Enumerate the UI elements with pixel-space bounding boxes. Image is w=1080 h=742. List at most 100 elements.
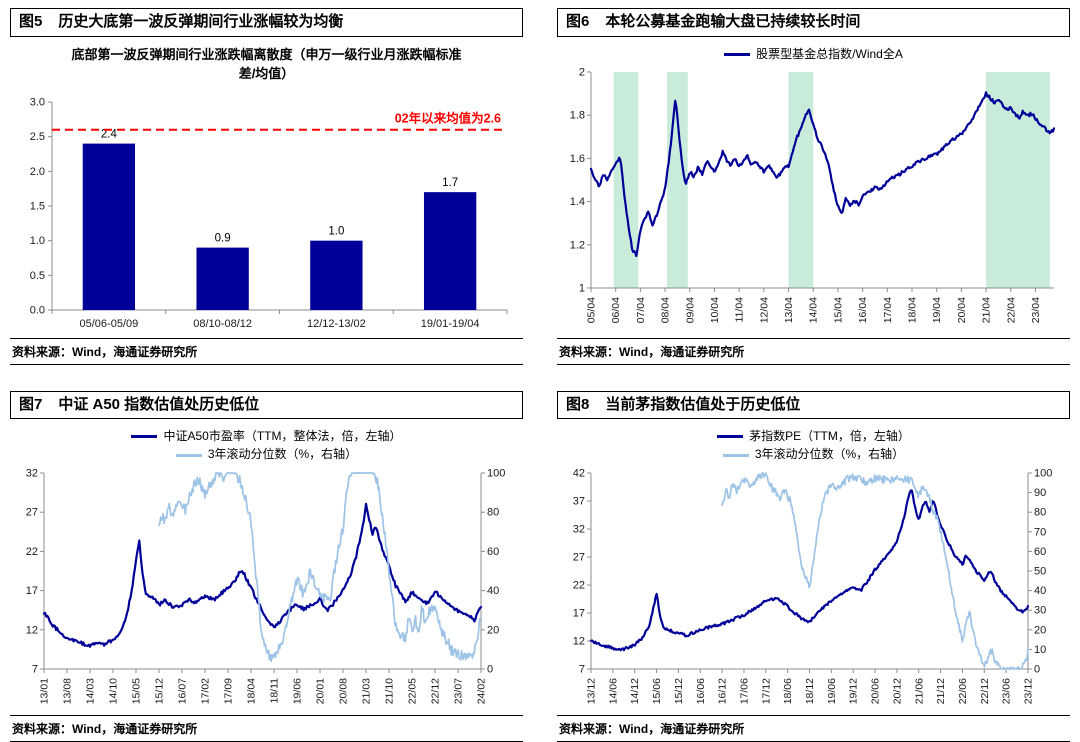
legend-line-sample [722, 453, 749, 457]
svg-text:18/06: 18/06 [782, 678, 794, 704]
figure6-header: 图6 本轮公募基金跑输大盘已持续较长时间 [557, 8, 1070, 37]
svg-text:22/12: 22/12 [979, 678, 991, 704]
plot-series [42, 471, 483, 662]
figure8-source: 资料来源：Wind，海通证券研究所 [557, 714, 1070, 742]
svg-text:16/07: 16/07 [177, 678, 189, 704]
svg-text:80: 80 [487, 506, 499, 518]
svg-text:09/04: 09/04 [684, 297, 696, 323]
series-line-0 [589, 91, 1056, 257]
svg-text:100: 100 [1034, 467, 1052, 479]
svg-text:20/06: 20/06 [870, 678, 882, 704]
svg-text:23/06: 23/06 [1001, 678, 1013, 704]
series-line-0 [589, 489, 1030, 652]
svg-text:22/12: 22/12 [430, 678, 442, 704]
x-axis-ticks: 05/06-05/09 08/10-08/12 12/12-13/02 19/01-1… [51, 309, 508, 330]
svg-text:15/12: 15/12 [154, 678, 166, 704]
svg-text:42: 42 [573, 467, 585, 479]
svg-text:18/04: 18/04 [246, 678, 258, 704]
svg-text:37: 37 [573, 495, 585, 507]
svg-text:60: 60 [487, 546, 499, 558]
bar-08/10-08/12 [196, 247, 249, 310]
legend-item: 3年滚动分位数（%，右轴） [722, 446, 904, 463]
series-line-1 [721, 471, 1029, 670]
figure7-header: 图7 中证 A50 指数估值处历史低位 [10, 390, 523, 419]
right-axis-ticks: 0 10 20 30 40 50 60 70 80 90 100 [1028, 467, 1052, 675]
svg-text:22: 22 [26, 546, 38, 558]
svg-text:10: 10 [1034, 644, 1046, 656]
mean-line-label: 02年以来均值为2.6 [395, 110, 501, 125]
figure8-chart-area: 茅指数PE（TTM，倍，左轴） 3年滚动分位数（%，右轴） 7 12 17 22 27 32… [557, 419, 1070, 715]
svg-text:12/04: 12/04 [758, 297, 770, 323]
svg-text:05/06-05/09: 05/06-05/09 [80, 318, 139, 330]
svg-text:0.0: 0.0 [30, 304, 45, 316]
svg-text:40: 40 [1034, 585, 1046, 597]
figure-panel-5: 图5 历史大底第一波反弹期间行业涨幅较为均衡 底部第一波反弹期间行业涨跌幅离散度（… [10, 8, 523, 365]
svg-text:19/04: 19/04 [931, 297, 943, 323]
svg-text:1.0: 1.0 [30, 235, 45, 247]
svg-text:14/12: 14/12 [629, 678, 641, 704]
figure7-tag: 图7 [19, 395, 43, 413]
figure8-header: 图8 当前茅指数估值处于历史低位 [557, 390, 1070, 419]
svg-text:21/10: 21/10 [384, 678, 396, 704]
x-axis-ticks: 13/01 13/08 14/03 14/10 15/05 15/12 16/07 17/02… [39, 668, 488, 704]
highlight-band [986, 71, 1050, 288]
legend-item: 3年滚动分位数（%，右轴） [175, 446, 358, 463]
svg-text:17/02: 17/02 [200, 678, 212, 704]
svg-text:17/04: 17/04 [882, 297, 894, 323]
figure7-title: 中证 A50 指数估值处历史低位 [58, 395, 260, 413]
svg-text:0.5: 0.5 [30, 269, 45, 281]
figure6-line-chart: 1 1.2 1.4 1.6 1.8 2 05/04 06/04 07/04 08/04 09/04 1… [570, 66, 1056, 323]
svg-text:17/09: 17/09 [223, 678, 235, 704]
figure5-chart-area: 底部第一波反弹期间行业涨跌幅离散度（申万一级行业月涨跌幅标准差/均值） 0.0 0… [10, 37, 523, 338]
svg-text:08/10-08/12: 08/10-08/12 [193, 318, 252, 330]
svg-text:19/12: 19/12 [848, 678, 860, 704]
svg-text:22/04: 22/04 [1005, 297, 1017, 323]
svg-text:13/01: 13/01 [39, 678, 51, 704]
bar-value-label: 1.0 [328, 225, 344, 237]
svg-text:14/10: 14/10 [108, 678, 120, 704]
svg-text:2.5: 2.5 [30, 131, 45, 143]
svg-text:40: 40 [487, 585, 499, 597]
svg-text:18/12: 18/12 [804, 678, 816, 704]
svg-text:07/04: 07/04 [635, 297, 647, 323]
svg-text:7: 7 [32, 663, 38, 675]
svg-text:13/08: 13/08 [62, 678, 74, 704]
svg-text:16/06: 16/06 [695, 678, 707, 704]
legend-item: 股票型基金总指数/Wind全A [724, 46, 903, 63]
figure5-source: 资料来源：Wind，海通证券研究所 [10, 337, 523, 365]
svg-text:08/04: 08/04 [660, 297, 672, 323]
svg-text:12: 12 [573, 635, 585, 647]
svg-text:1.5: 1.5 [30, 200, 45, 212]
figure5-header: 图5 历史大底第一波反弹期间行业涨幅较为均衡 [10, 8, 523, 37]
svg-text:17: 17 [573, 607, 585, 619]
svg-text:80: 80 [1034, 506, 1046, 518]
svg-text:32: 32 [26, 467, 38, 479]
svg-text:23/12: 23/12 [1023, 678, 1035, 704]
x-axis-ticks: 13/12 14/06 14/12 15/06 15/12 16/06 16/12 17/06… [586, 668, 1035, 704]
svg-text:21/06: 21/06 [913, 678, 925, 704]
svg-text:13/12: 13/12 [586, 678, 598, 704]
figure6-source: 资料来源：Wind，海通证券研究所 [557, 337, 1070, 365]
right-axis-ticks: 0 20 40 60 80 100 [481, 467, 505, 675]
svg-text:2: 2 [579, 66, 585, 78]
figure8-legend: 茅指数PE（TTM，倍，左轴） 3年滚动分位数（%，右轴） [557, 428, 1070, 464]
figure8-line-chart: 7 12 17 22 27 32 37 42 0 10 20 30 40 50 60 70 80 90 100 13/… [573, 467, 1053, 704]
highlight-bands [613, 71, 1050, 288]
svg-text:23/04: 23/04 [1030, 297, 1042, 323]
svg-text:19/01-19/04: 19/01-19/04 [421, 318, 480, 330]
legend-label: 3年滚动分位数（%，右轴） [207, 447, 358, 462]
svg-text:70: 70 [1034, 526, 1046, 538]
figure7-source: 资料来源：Wind，海通证券研究所 [10, 714, 523, 742]
svg-text:16/12: 16/12 [717, 678, 729, 704]
svg-text:12: 12 [26, 624, 38, 636]
svg-text:30: 30 [1034, 604, 1046, 616]
axes [590, 71, 1054, 289]
svg-text:21/12: 21/12 [935, 678, 947, 704]
bar-value-label: 2.4 [101, 128, 118, 140]
bar-19/01-19/04 [423, 191, 477, 310]
bar-12/12-13/02 [310, 240, 363, 310]
plot-series [589, 471, 1030, 670]
svg-text:1.6: 1.6 [570, 153, 585, 165]
svg-text:22: 22 [573, 579, 585, 591]
